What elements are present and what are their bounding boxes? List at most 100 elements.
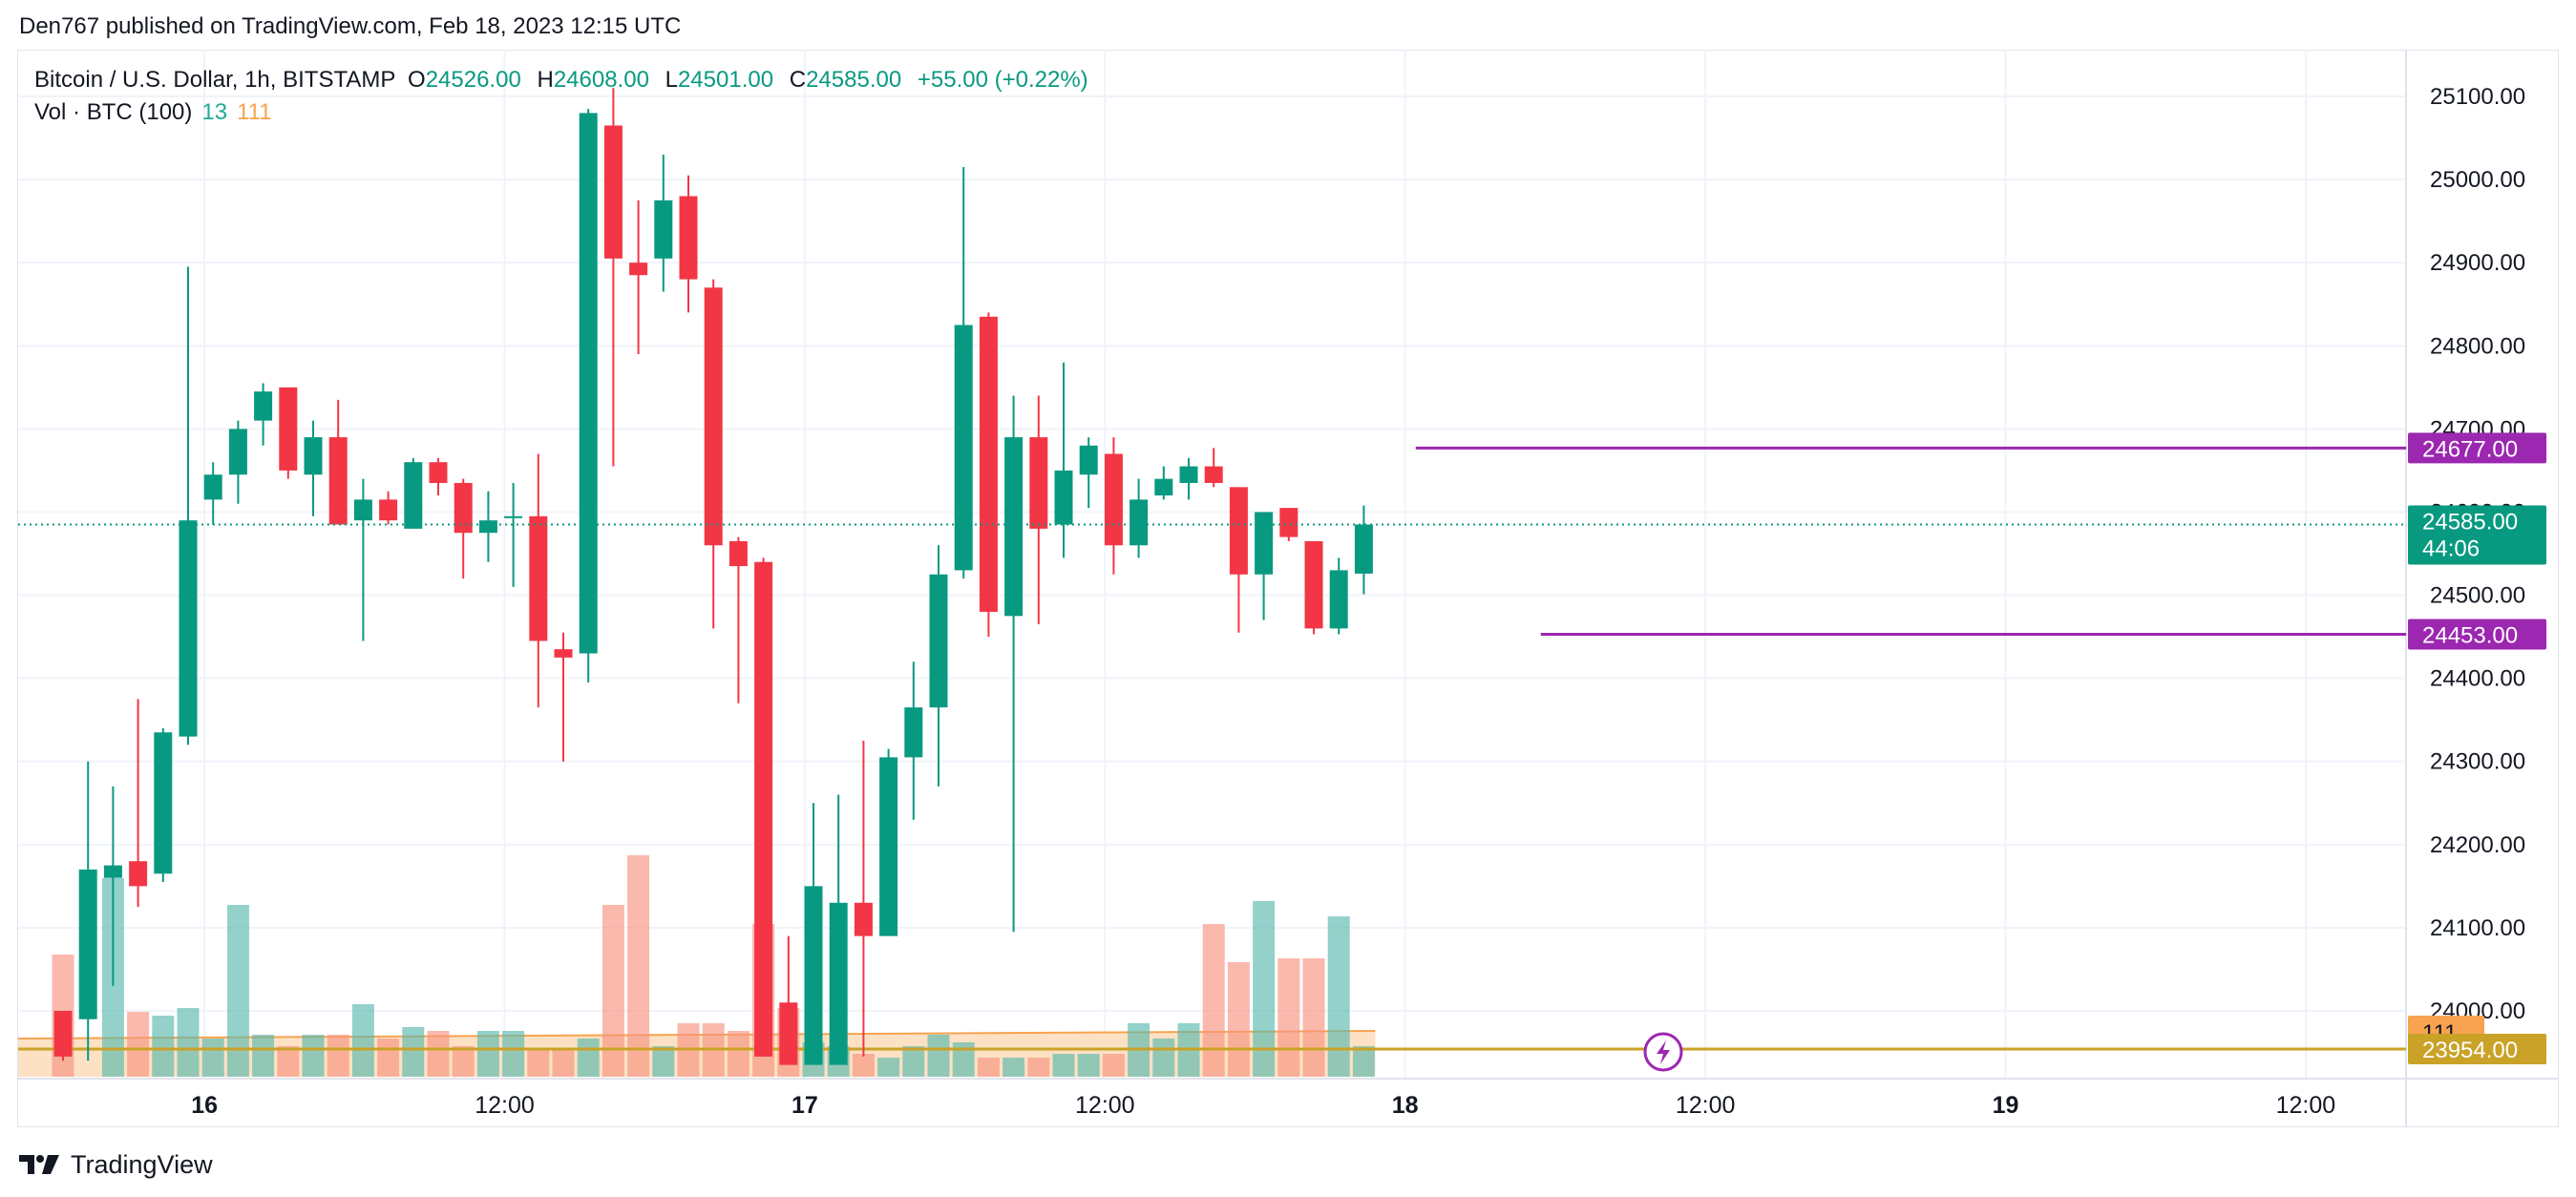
volume-bar xyxy=(351,1004,374,1077)
time-axis: 16 12:00 17 12:00 18 12:00 19 12:00 xyxy=(191,1092,2335,1119)
candle-body xyxy=(1229,487,1248,575)
candle-body xyxy=(1304,540,1323,629)
volume-bar xyxy=(1152,1039,1175,1077)
volume-bar xyxy=(327,1035,349,1077)
price-tick-label: 24200.00 xyxy=(2430,832,2525,858)
candle-body xyxy=(429,462,448,483)
candle-body xyxy=(654,200,673,259)
volume-bar xyxy=(1302,958,1325,1077)
volume-bar xyxy=(652,1046,675,1077)
volume-bar xyxy=(1077,1054,1100,1077)
volume-bar xyxy=(627,855,650,1077)
time-tick-label: 18 xyxy=(1392,1092,1419,1119)
volume-bar xyxy=(127,1012,150,1077)
ma-price-badge-bg xyxy=(2408,1034,2546,1065)
time-tick-label: 19 xyxy=(1993,1092,2019,1119)
chart-frame[interactable] xyxy=(17,50,2559,1127)
volume-bar xyxy=(152,1016,175,1077)
candle-body xyxy=(1329,570,1348,629)
volume-bar xyxy=(1202,924,1225,1077)
candle-body xyxy=(103,865,122,878)
candle-body xyxy=(53,1011,73,1057)
candles xyxy=(53,88,1373,1065)
volume-bar xyxy=(277,1046,300,1077)
candle-body xyxy=(404,462,423,529)
close-key: C xyxy=(789,67,807,93)
price-tick-label: 25000.00 xyxy=(2430,167,2525,193)
volume-bar xyxy=(727,1031,750,1077)
last-price-label: 24585.00 xyxy=(2422,510,2518,536)
candle-body xyxy=(1179,466,1198,483)
level-price-badge-bg xyxy=(2408,432,2546,464)
tradingview-logo-icon xyxy=(19,1155,59,1174)
volume-bar xyxy=(1027,1058,1050,1077)
footer-brand: TradingView xyxy=(71,1149,213,1179)
price-tick-label: 25100.00 xyxy=(2430,84,2525,110)
volume-bar xyxy=(402,1027,425,1077)
volume-bar xyxy=(852,1054,875,1077)
candle-body xyxy=(954,325,973,571)
high-value: 24608.00 xyxy=(553,67,649,93)
change-value: +55.00 (+0.22%) xyxy=(917,67,1088,93)
candle-body xyxy=(1054,470,1073,525)
time-tick-label: 12:00 xyxy=(1676,1092,1736,1119)
chart-legend: Bitcoin / U.S. Dollar, 1h, BITSTAMP O 245… xyxy=(34,67,1098,94)
candle-body xyxy=(854,902,873,936)
candle-body xyxy=(328,437,348,525)
volume-bar xyxy=(427,1031,450,1077)
open-key: O xyxy=(408,67,426,93)
footer[interactable]: TradingView xyxy=(19,1148,213,1181)
candle-body xyxy=(704,287,723,546)
volume-bar xyxy=(977,1058,1000,1077)
time-tick-label: 16 xyxy=(191,1092,218,1119)
volume-bar xyxy=(302,1035,325,1077)
volume-bar xyxy=(252,1035,275,1077)
candle-body xyxy=(1279,508,1299,537)
price-tick-label: 24500.00 xyxy=(2430,583,2525,609)
level-price-label: 24453.00 xyxy=(2422,622,2518,648)
time-tick-label: 17 xyxy=(792,1092,818,1119)
ma-price-label: 23954.00 xyxy=(2422,1038,2518,1063)
volume-bar xyxy=(602,905,624,1077)
symbol-title: Bitcoin / U.S. Dollar, 1h, BITSTAMP xyxy=(34,67,396,93)
close-value: 24585.00 xyxy=(806,67,902,93)
candle-body xyxy=(1354,524,1373,574)
volume-bar xyxy=(927,1035,950,1077)
volume-bar xyxy=(527,1050,550,1077)
candle-body xyxy=(279,387,298,471)
time-tick-label: 12:00 xyxy=(475,1092,535,1119)
level-price-badge: 24677.00 xyxy=(2408,432,2546,464)
candle-body xyxy=(804,886,823,1065)
candle-body xyxy=(779,1002,798,1065)
grid-lines xyxy=(18,50,2406,1079)
candle-body xyxy=(529,515,548,641)
candle-body xyxy=(1154,478,1173,496)
candle-body xyxy=(579,113,598,654)
volume-bar xyxy=(952,1042,975,1077)
level-price-badge: 24453.00 xyxy=(2408,619,2546,650)
lightning-icon xyxy=(1643,1032,1683,1072)
low-value: 24501.00 xyxy=(677,67,774,93)
volume-bar xyxy=(1253,901,1276,1077)
volume-bar xyxy=(1227,962,1250,1077)
volume-bar xyxy=(1327,916,1350,1077)
candle-body xyxy=(129,861,148,887)
volume-bar xyxy=(1102,1054,1125,1077)
low-key: L xyxy=(665,67,678,93)
volume-bar xyxy=(1003,1058,1025,1077)
candle-body xyxy=(154,732,173,874)
candle-body xyxy=(728,540,748,567)
candle-body xyxy=(603,125,623,259)
level-price-badge-bg xyxy=(2408,619,2546,650)
price-tick-label: 24300.00 xyxy=(2430,749,2525,775)
volume-bar xyxy=(902,1046,925,1077)
time-tick-label: 12:00 xyxy=(2276,1092,2336,1119)
candle-body xyxy=(829,902,848,1065)
volume-bar xyxy=(552,1050,575,1077)
candle-body xyxy=(979,316,998,612)
candle-body xyxy=(504,515,523,518)
volume-bar xyxy=(201,1039,224,1077)
candle-body xyxy=(78,869,97,1019)
